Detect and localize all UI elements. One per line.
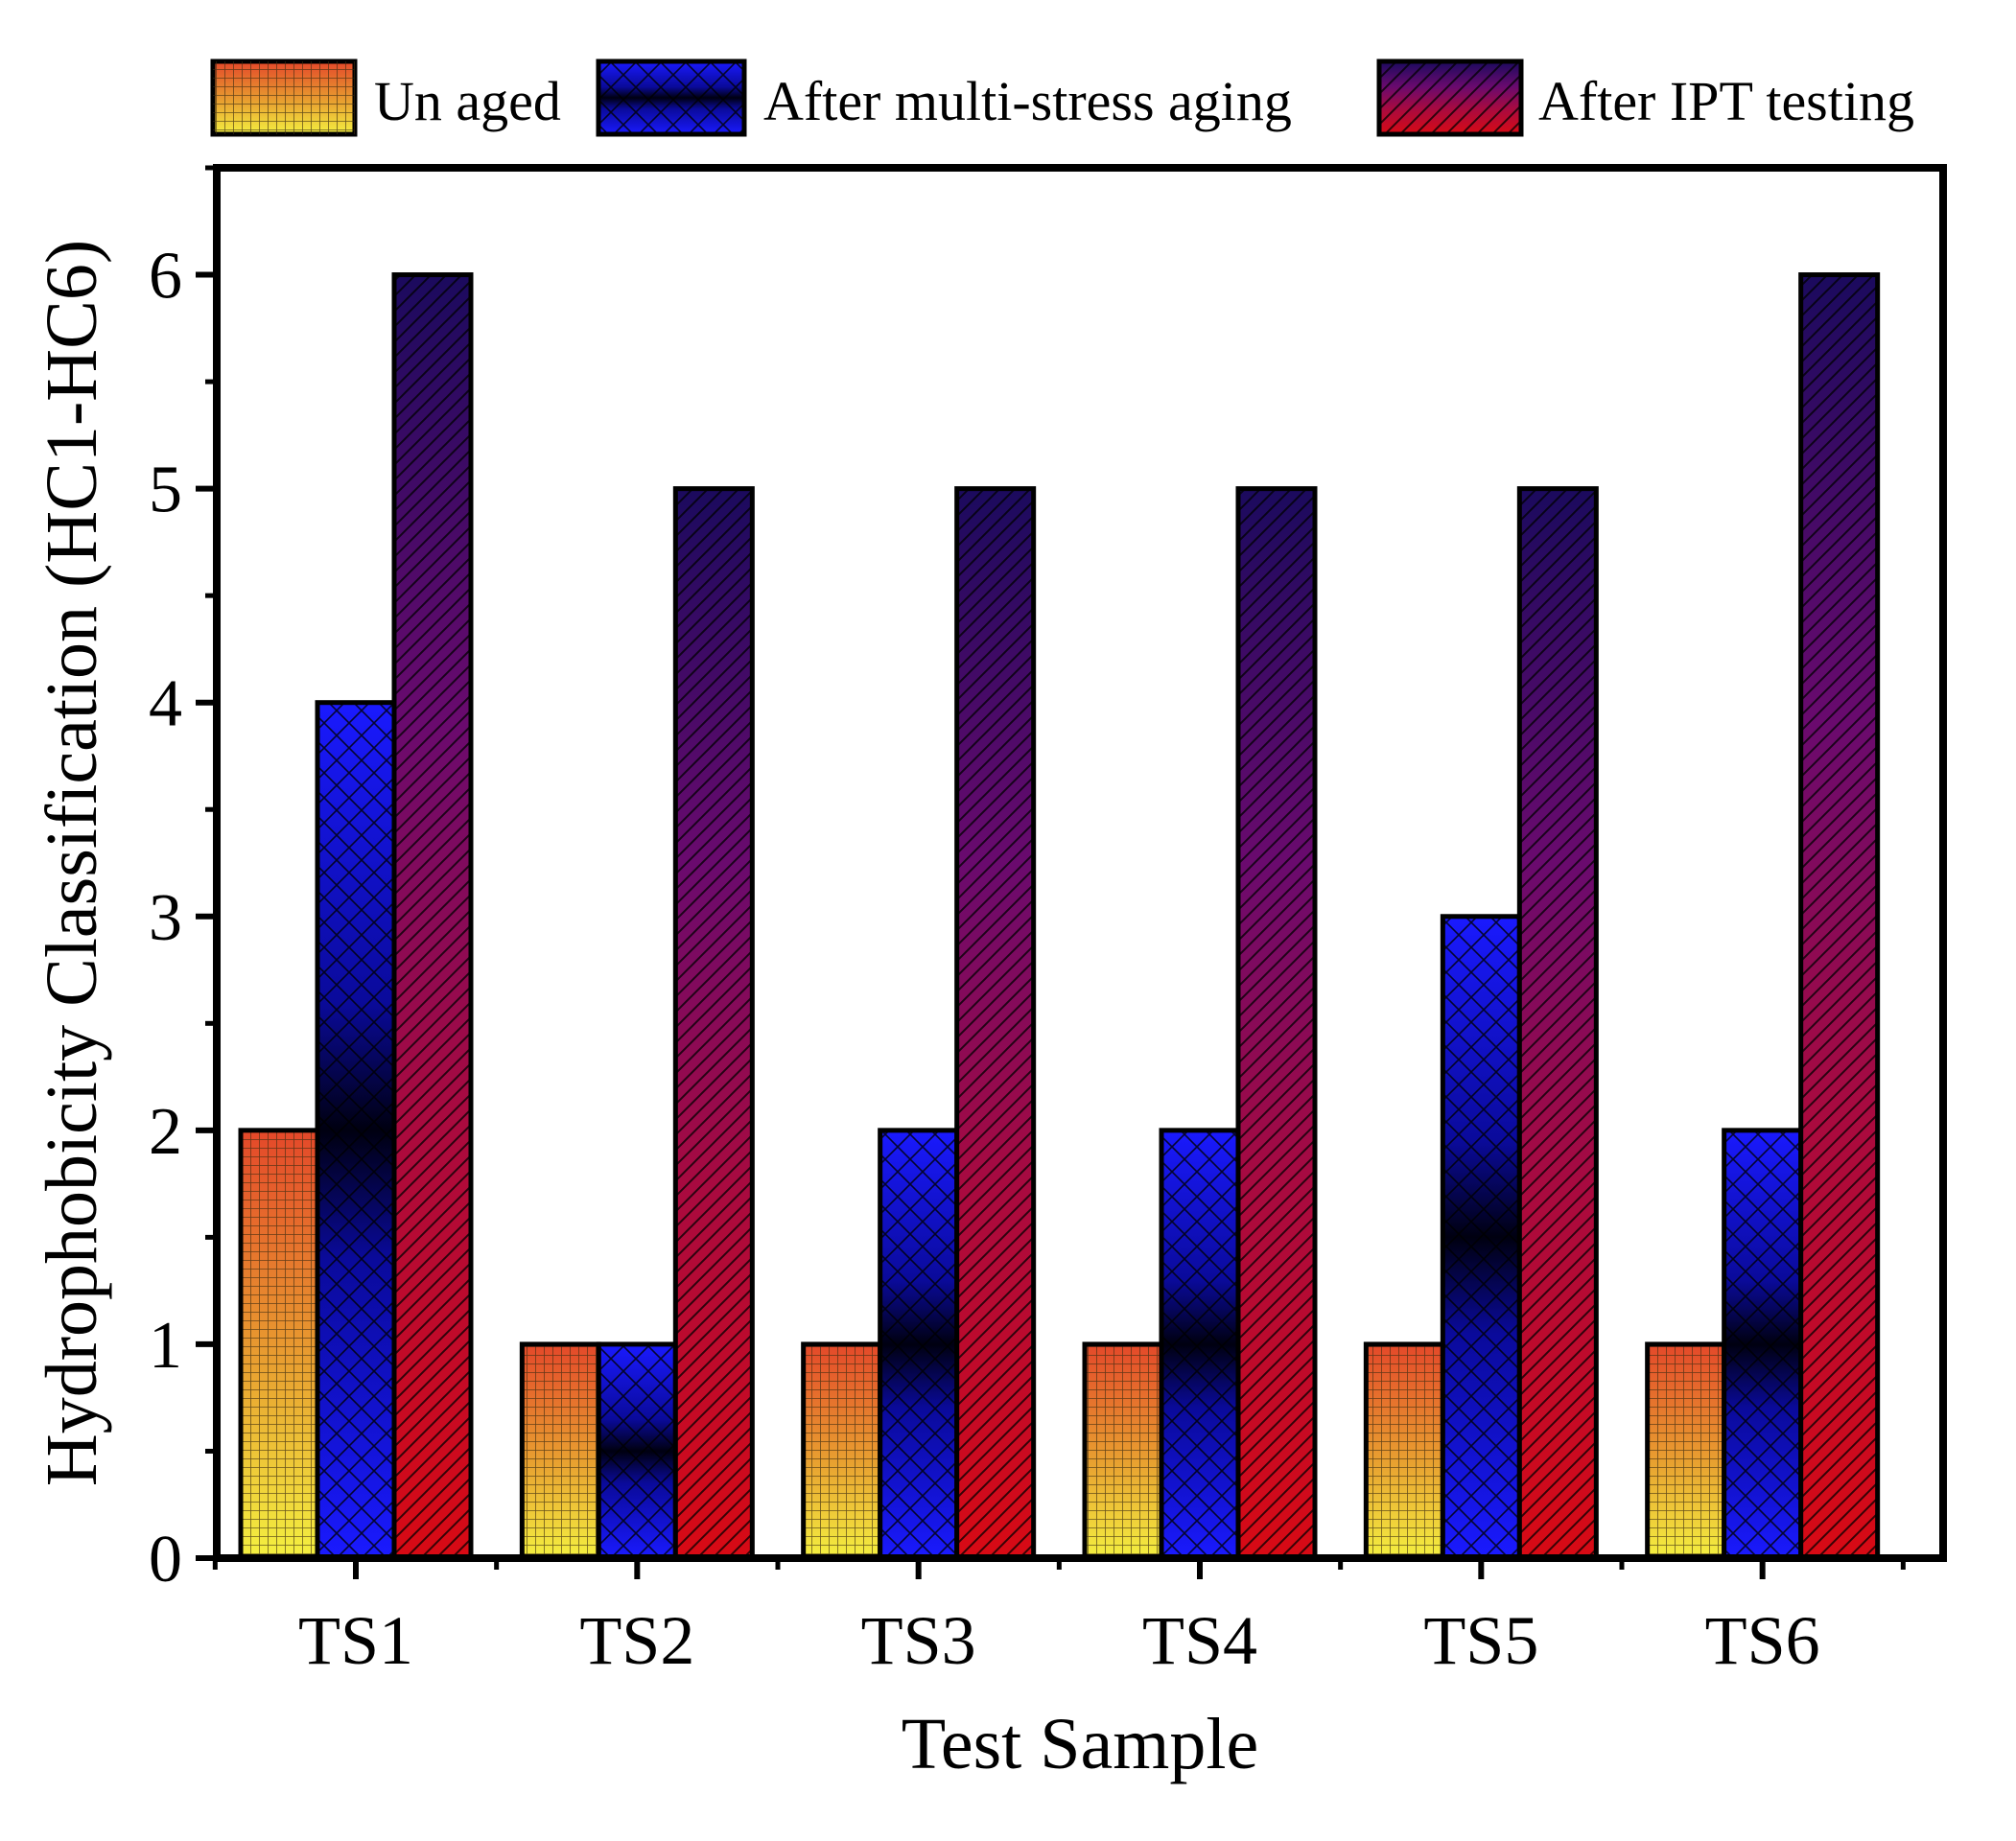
legend-label-unaged: Un aged [374, 70, 561, 132]
plot-frame [213, 164, 1947, 1562]
bar-hatch-ts2-multi-stress [596, 1341, 678, 1561]
legend-label-ipt: After IPT testing [1538, 70, 1914, 132]
legend: Un aged After multi-stress aging After I… [210, 58, 1914, 137]
y-tick-label: 6 [149, 240, 182, 314]
y-tick-label: 4 [149, 667, 182, 741]
legend-item-unaged[interactable]: Un aged [210, 58, 561, 137]
x-tick-label-ts4: TS4 [1142, 1602, 1257, 1679]
x-axis: TS1 TS2 TS3 TS4 TS5 TS6 [212, 1558, 1906, 1679]
x-tick-label-ts1: TS1 [298, 1602, 413, 1679]
legend-swatch-multi-stress-pattern [598, 61, 744, 134]
bar-hatch-ts6-ipt [1798, 272, 1881, 1561]
x-tick-label-ts5: TS5 [1423, 1602, 1538, 1679]
legend-swatch-ipt-pattern [1379, 61, 1521, 134]
bars-layer [238, 272, 1881, 1561]
y-tick-label: 5 [149, 454, 182, 527]
bar-hatch-ts1-multi-stress [315, 700, 397, 1561]
x-tick-label-ts3: TS3 [861, 1602, 976, 1679]
legend-label-multi-stress: After multi-stress aging [763, 70, 1292, 132]
x-tick-label-ts2: TS2 [579, 1602, 694, 1679]
bar-hatch-ts1-unaged [238, 1128, 320, 1561]
bar-hatch-ts4-ipt [1235, 486, 1318, 1561]
bar-hatch-ts3-multi-stress [878, 1128, 960, 1561]
bar-hatch-ts2-ipt [672, 486, 755, 1561]
bar-hatch-ts3-ipt [954, 486, 1037, 1561]
legend-item-ipt[interactable]: After IPT testing [1376, 58, 1914, 137]
bar-hatch-ts4-unaged [1082, 1341, 1164, 1561]
bar-hatch-ts5-multi-stress [1440, 914, 1522, 1561]
legend-swatch-unaged-pattern [213, 61, 355, 134]
bar-hatch-ts6-unaged [1645, 1341, 1727, 1561]
y-tick-label: 1 [149, 1309, 182, 1383]
x-axis-title: Test Sample [902, 1704, 1259, 1784]
bar-hatch-ts5-ipt [1516, 486, 1599, 1561]
bar-hatch-ts3-unaged [801, 1341, 883, 1561]
x-tick-label-ts6: TS6 [1705, 1602, 1820, 1679]
legend-item-multi-stress[interactable]: After multi-stress aging [596, 58, 1292, 137]
bar-hatch-ts2-unaged [519, 1341, 601, 1561]
y-tick-label: 2 [149, 1095, 182, 1169]
y-tick-label: 3 [149, 881, 182, 955]
bar-hatch-ts5-unaged [1363, 1341, 1445, 1561]
y-axis: 0 1 2 3 4 5 6 [149, 165, 217, 1596]
bar-hatch-ts4-multi-stress [1159, 1128, 1241, 1561]
bar-hatch-ts1-ipt [391, 272, 474, 1561]
y-axis-title: Hydrophobicity Classification (HC1-HC6) [32, 240, 112, 1486]
y-tick-label: 0 [149, 1523, 182, 1596]
bar-hatch-ts6-multi-stress [1722, 1128, 1804, 1561]
